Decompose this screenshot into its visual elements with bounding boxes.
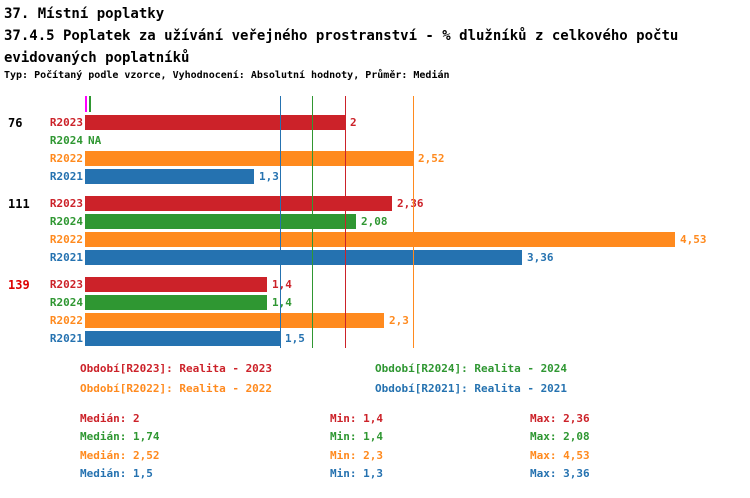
axis-marker-magenta [85,96,87,112]
bar-r2021 [85,169,254,184]
median-line-r2023 [345,96,346,348]
axis-marker-green [89,96,91,112]
stat-median: Medián: 1,74 [80,430,160,443]
stat-median: Medián: 2 [80,412,140,425]
bar-value-label: 2,36 [397,197,424,210]
legend-item: Období[R2023]: Realita - 2023 [80,362,273,375]
median-line-r2024 [312,96,313,348]
stat-min: Min: 1,4 [330,412,383,425]
series-tick-label: R2021 [49,332,83,345]
page-title: 37. Místní poplatky [4,6,165,22]
bar-r2023 [85,115,345,130]
bar-r2024 [85,295,267,310]
bar-value-label: 2,52 [418,152,445,165]
bar-r2021 [85,331,280,346]
series-tick-label: R2022 [49,152,83,165]
bar-r2022 [85,232,675,247]
series-tick-label: R2022 [49,314,83,327]
series-tick-label: R2023 [49,116,83,129]
bar-value-label: 3,36 [527,251,554,264]
series-tick-label: R2024 [49,215,83,228]
group-label: 76 [8,116,23,130]
stat-max: Max: 3,36 [530,467,590,480]
series-tick-label: R2022 [49,233,83,246]
chart-subtitle: Typ: Počítaný podle vzorce, Vyhodnocení:… [4,70,450,81]
series-tick-label: R2024 [49,296,83,309]
legend-item: Období[R2024]: Realita - 2024 [375,362,568,375]
series-tick-label: R2023 [49,197,83,210]
bar-r2024 [85,214,356,229]
legend-item: Období[R2022]: Realita - 2022 [80,382,273,395]
stat-max: Max: 4,53 [530,449,590,462]
bar-value-label: 1,4 [272,296,292,309]
bar-value-label: 2 [350,116,357,129]
series-tick-label: R2021 [49,251,83,264]
bar-r2023 [85,196,392,211]
series-tick-label: R2023 [49,278,83,291]
stat-max: Max: 2,36 [530,412,590,425]
chart-title-2: evidovaných poplatníků [4,50,190,66]
median-line-r2021 [280,96,281,348]
stat-median: Medián: 1,5 [80,467,153,480]
bar-value-label: 2,3 [389,314,409,327]
bar-r2023 [85,277,267,292]
bar-value-label: 1,5 [285,332,305,345]
stat-median: Medián: 2,52 [80,449,160,462]
median-line-r2022 [413,96,414,348]
bar-value-label: 1,4 [272,278,292,291]
bar-r2022 [85,313,384,328]
stat-min: Min: 1,3 [330,467,383,480]
legend-item: Období[R2021]: Realita - 2021 [375,382,568,395]
series-tick-label: R2021 [49,170,83,183]
stat-min: Min: 1,4 [330,430,383,443]
stat-min: Min: 2,3 [330,449,383,462]
stat-max: Max: 2,08 [530,430,590,443]
group-label: 111 [8,197,30,211]
group-label: 139 [8,278,30,292]
bar-value-label: 1,3 [259,170,279,183]
bar-value-label: 4,53 [680,233,707,246]
series-tick-label: R2024 [49,134,83,147]
bar-r2021 [85,250,522,265]
bar-value-label: 2,08 [361,215,388,228]
bar-value-label: NA [88,134,102,147]
chart-title: 37.4.5 Poplatek za užívání veřejného pro… [4,28,679,44]
bar-r2022 [85,151,413,166]
